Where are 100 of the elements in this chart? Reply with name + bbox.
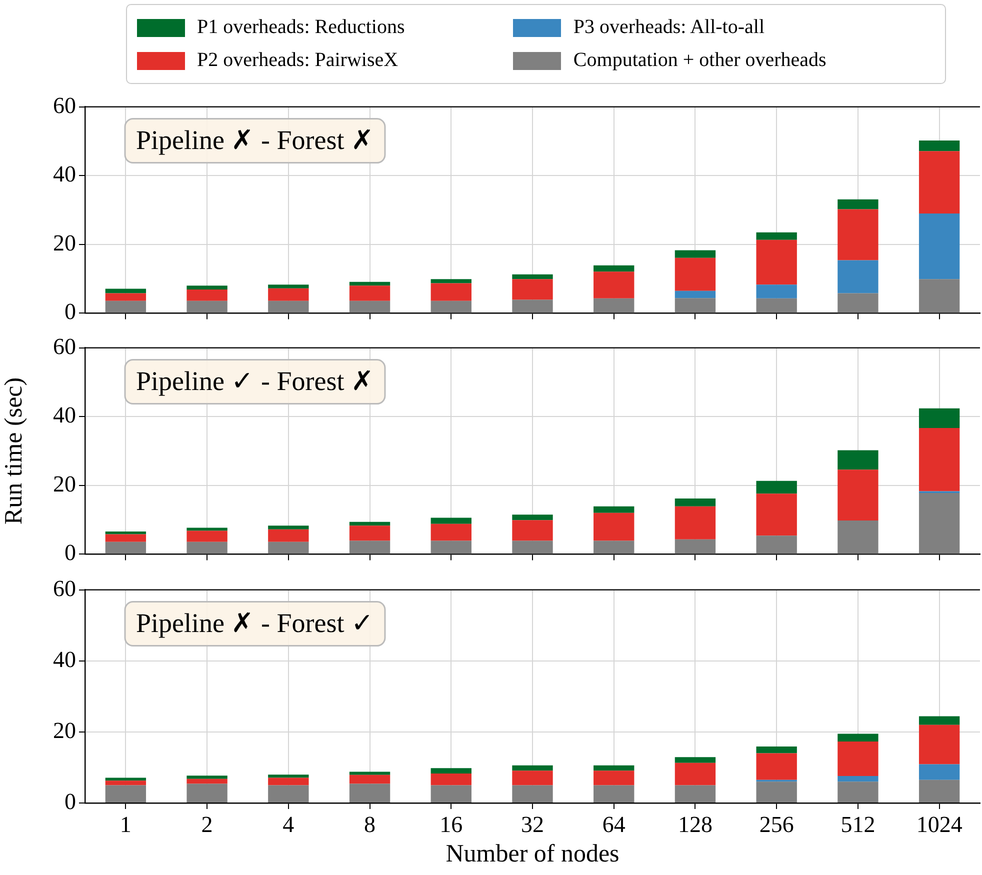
bar: [838, 293, 878, 313]
bar: [918, 724, 960, 764]
bar: [674, 785, 716, 802]
bar: [512, 540, 553, 554]
bar: [594, 785, 634, 802]
bar: [186, 289, 228, 301]
bar: [268, 542, 309, 554]
legend-label: P3 overheads: All-to-all: [573, 16, 764, 39]
y-tick-label: 60: [53, 576, 76, 601]
bar: [594, 298, 634, 313]
bar: [838, 450, 878, 470]
bar: [838, 209, 878, 260]
x-tick-label: 8: [364, 812, 376, 837]
bar: [512, 514, 553, 520]
y-tick-label: 0: [64, 789, 76, 814]
bar: [594, 540, 634, 554]
bar: [756, 240, 797, 285]
bar: [430, 540, 472, 554]
y-tick-label: 20: [53, 718, 76, 743]
bar: [674, 498, 716, 506]
x-tick-label: 4: [282, 812, 295, 837]
y-tick-label: 20: [53, 230, 76, 256]
bar: [349, 286, 390, 301]
bar: [430, 785, 472, 802]
legend-label: P2 overheads: PairwiseX: [197, 49, 398, 72]
bar: [594, 765, 634, 771]
bar: [594, 272, 634, 298]
bar: [918, 492, 960, 554]
bar: [186, 300, 228, 313]
bar: [918, 780, 960, 802]
x-tick-label: 64: [602, 812, 626, 837]
bar: [918, 140, 960, 152]
bar: [512, 300, 553, 313]
bar: [512, 785, 553, 802]
bar: [105, 780, 146, 786]
bar: [918, 428, 960, 492]
bar: [594, 506, 634, 513]
bar: [105, 300, 146, 313]
bar: [430, 283, 472, 301]
bar: [838, 734, 878, 742]
y-tick-label: 0: [64, 540, 76, 566]
bar: [756, 480, 797, 494]
bar: [594, 512, 634, 541]
x-tick-label: 256: [759, 812, 794, 837]
bar: [756, 753, 797, 780]
bar: [512, 765, 553, 771]
bar: [349, 784, 390, 802]
bar: [349, 772, 390, 775]
bar: [430, 524, 472, 541]
bar: [186, 542, 228, 554]
bar: [349, 526, 390, 541]
bar: [674, 298, 716, 313]
bar: [349, 282, 390, 286]
bar: [268, 778, 309, 786]
bar: [105, 542, 146, 554]
bar: [838, 199, 878, 210]
bar: [268, 774, 309, 778]
bar: [838, 742, 878, 776]
bar: [838, 776, 878, 782]
bar: [430, 300, 472, 313]
x-tick-label: 32: [521, 812, 544, 837]
bar: [756, 232, 797, 240]
y-tick-label: 40: [53, 646, 76, 672]
bar: [186, 778, 228, 784]
bar: [349, 540, 390, 554]
bar: [268, 529, 309, 542]
annotation: Pipeline ✓ - Forest ✗: [136, 366, 374, 396]
bar: [430, 518, 472, 524]
bar: [105, 785, 146, 802]
bar: [186, 776, 228, 779]
bar: [674, 506, 716, 540]
bar: [838, 782, 878, 802]
bar: [268, 300, 309, 313]
bar: [674, 290, 716, 298]
y-tick-label: 20: [53, 471, 76, 496]
legend-label: P1 overheads: Reductions: [197, 16, 405, 39]
bar: [838, 260, 878, 294]
x-tick-label: 16: [440, 812, 463, 837]
bar: [349, 522, 390, 526]
bar: [674, 539, 716, 554]
y-tick-label: 40: [53, 402, 76, 428]
bar: [918, 716, 960, 725]
bar: [838, 520, 878, 554]
bar: [756, 284, 797, 298]
bar: [674, 762, 716, 786]
bar: [430, 279, 472, 284]
bar: [268, 284, 309, 288]
bar: [918, 213, 960, 280]
y-tick-label: 60: [53, 334, 76, 359]
y-tick-label: 60: [53, 92, 76, 118]
x-tick-label: 1: [120, 812, 132, 837]
bar: [756, 536, 797, 554]
x-axis-title: Number of nodes: [446, 840, 620, 868]
bar: [756, 782, 797, 802]
bar: [186, 784, 228, 802]
bar: [918, 408, 960, 428]
bar: [674, 757, 716, 763]
bar: [756, 494, 797, 536]
bar: [430, 774, 472, 786]
bar: [918, 151, 960, 214]
